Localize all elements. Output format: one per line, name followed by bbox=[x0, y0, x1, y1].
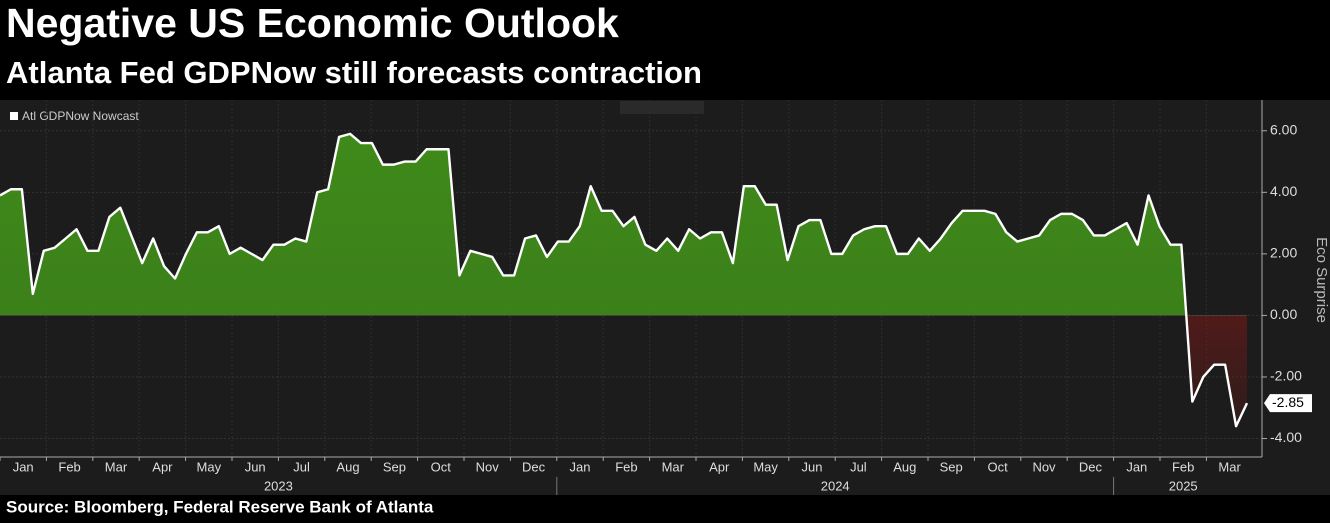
x-tick-label: Jul bbox=[293, 459, 310, 474]
y-tick-label: 0.00 bbox=[1270, 306, 1297, 322]
title: Negative US Economic Outlook bbox=[6, 0, 619, 46]
x-tick-label: Nov bbox=[476, 459, 500, 474]
x-tick-label: Apr bbox=[152, 459, 173, 474]
x-tick-label: Sep bbox=[383, 459, 406, 474]
legend-swatch bbox=[10, 112, 18, 120]
last-value-label: -2.85 bbox=[1272, 394, 1304, 410]
x-tick-label: Jan bbox=[1126, 459, 1147, 474]
x-tick-label: Dec bbox=[522, 459, 546, 474]
x-tick-label: Jan bbox=[13, 459, 34, 474]
x-tick-label: Feb bbox=[58, 459, 80, 474]
x-tick-label: Jul bbox=[850, 459, 867, 474]
source: Source: Bloomberg, Federal Reserve Bank … bbox=[6, 497, 434, 516]
x-tick-label: Jan bbox=[570, 459, 591, 474]
x-tick-label: May bbox=[197, 459, 222, 474]
legend-label: Atl GDPNow Nowcast bbox=[22, 109, 139, 123]
series-line bbox=[0, 132, 1249, 428]
x-tick-label: Apr bbox=[709, 459, 730, 474]
footer-bg bbox=[0, 495, 1330, 523]
x-tick-label: Jun bbox=[802, 459, 823, 474]
x-tick-label: Oct bbox=[987, 459, 1008, 474]
x-tick-label: May bbox=[753, 459, 778, 474]
x-tick-label: Mar bbox=[662, 459, 685, 474]
x-tick-label: Aug bbox=[893, 459, 916, 474]
y-tick-label: 4.00 bbox=[1270, 183, 1297, 199]
subtitle: Atlanta Fed GDPNow still forecasts contr… bbox=[6, 55, 702, 90]
year-label: 2023 bbox=[264, 478, 293, 493]
x-tick-label: Oct bbox=[431, 459, 452, 474]
y-tick-label: -4.00 bbox=[1270, 429, 1302, 445]
y-tick-label: -2.00 bbox=[1270, 368, 1302, 384]
year-label: 2024 bbox=[821, 478, 850, 493]
x-tick-label: Mar bbox=[105, 459, 128, 474]
area-positive bbox=[0, 133, 1247, 316]
x-axis-bg bbox=[0, 457, 1262, 495]
x-tick-label: Feb bbox=[1172, 459, 1194, 474]
x-tick-label: Feb bbox=[615, 459, 637, 474]
x-tick-label: Jun bbox=[245, 459, 266, 474]
y-axis-label: Eco Surprise bbox=[1313, 237, 1330, 323]
header-bg bbox=[0, 0, 1330, 100]
toolbar bbox=[620, 101, 704, 114]
last-value-box bbox=[1264, 394, 1312, 413]
y-tick-label: 2.00 bbox=[1270, 245, 1297, 261]
y-tick-label: 6.00 bbox=[1270, 121, 1297, 137]
x-tick-label: Dec bbox=[1079, 459, 1103, 474]
year-label: 2025 bbox=[1169, 478, 1198, 493]
x-tick-label: Mar bbox=[1218, 459, 1241, 474]
x-tick-label: Sep bbox=[940, 459, 963, 474]
x-tick-label: Aug bbox=[336, 459, 359, 474]
x-tick-label: Nov bbox=[1032, 459, 1056, 474]
